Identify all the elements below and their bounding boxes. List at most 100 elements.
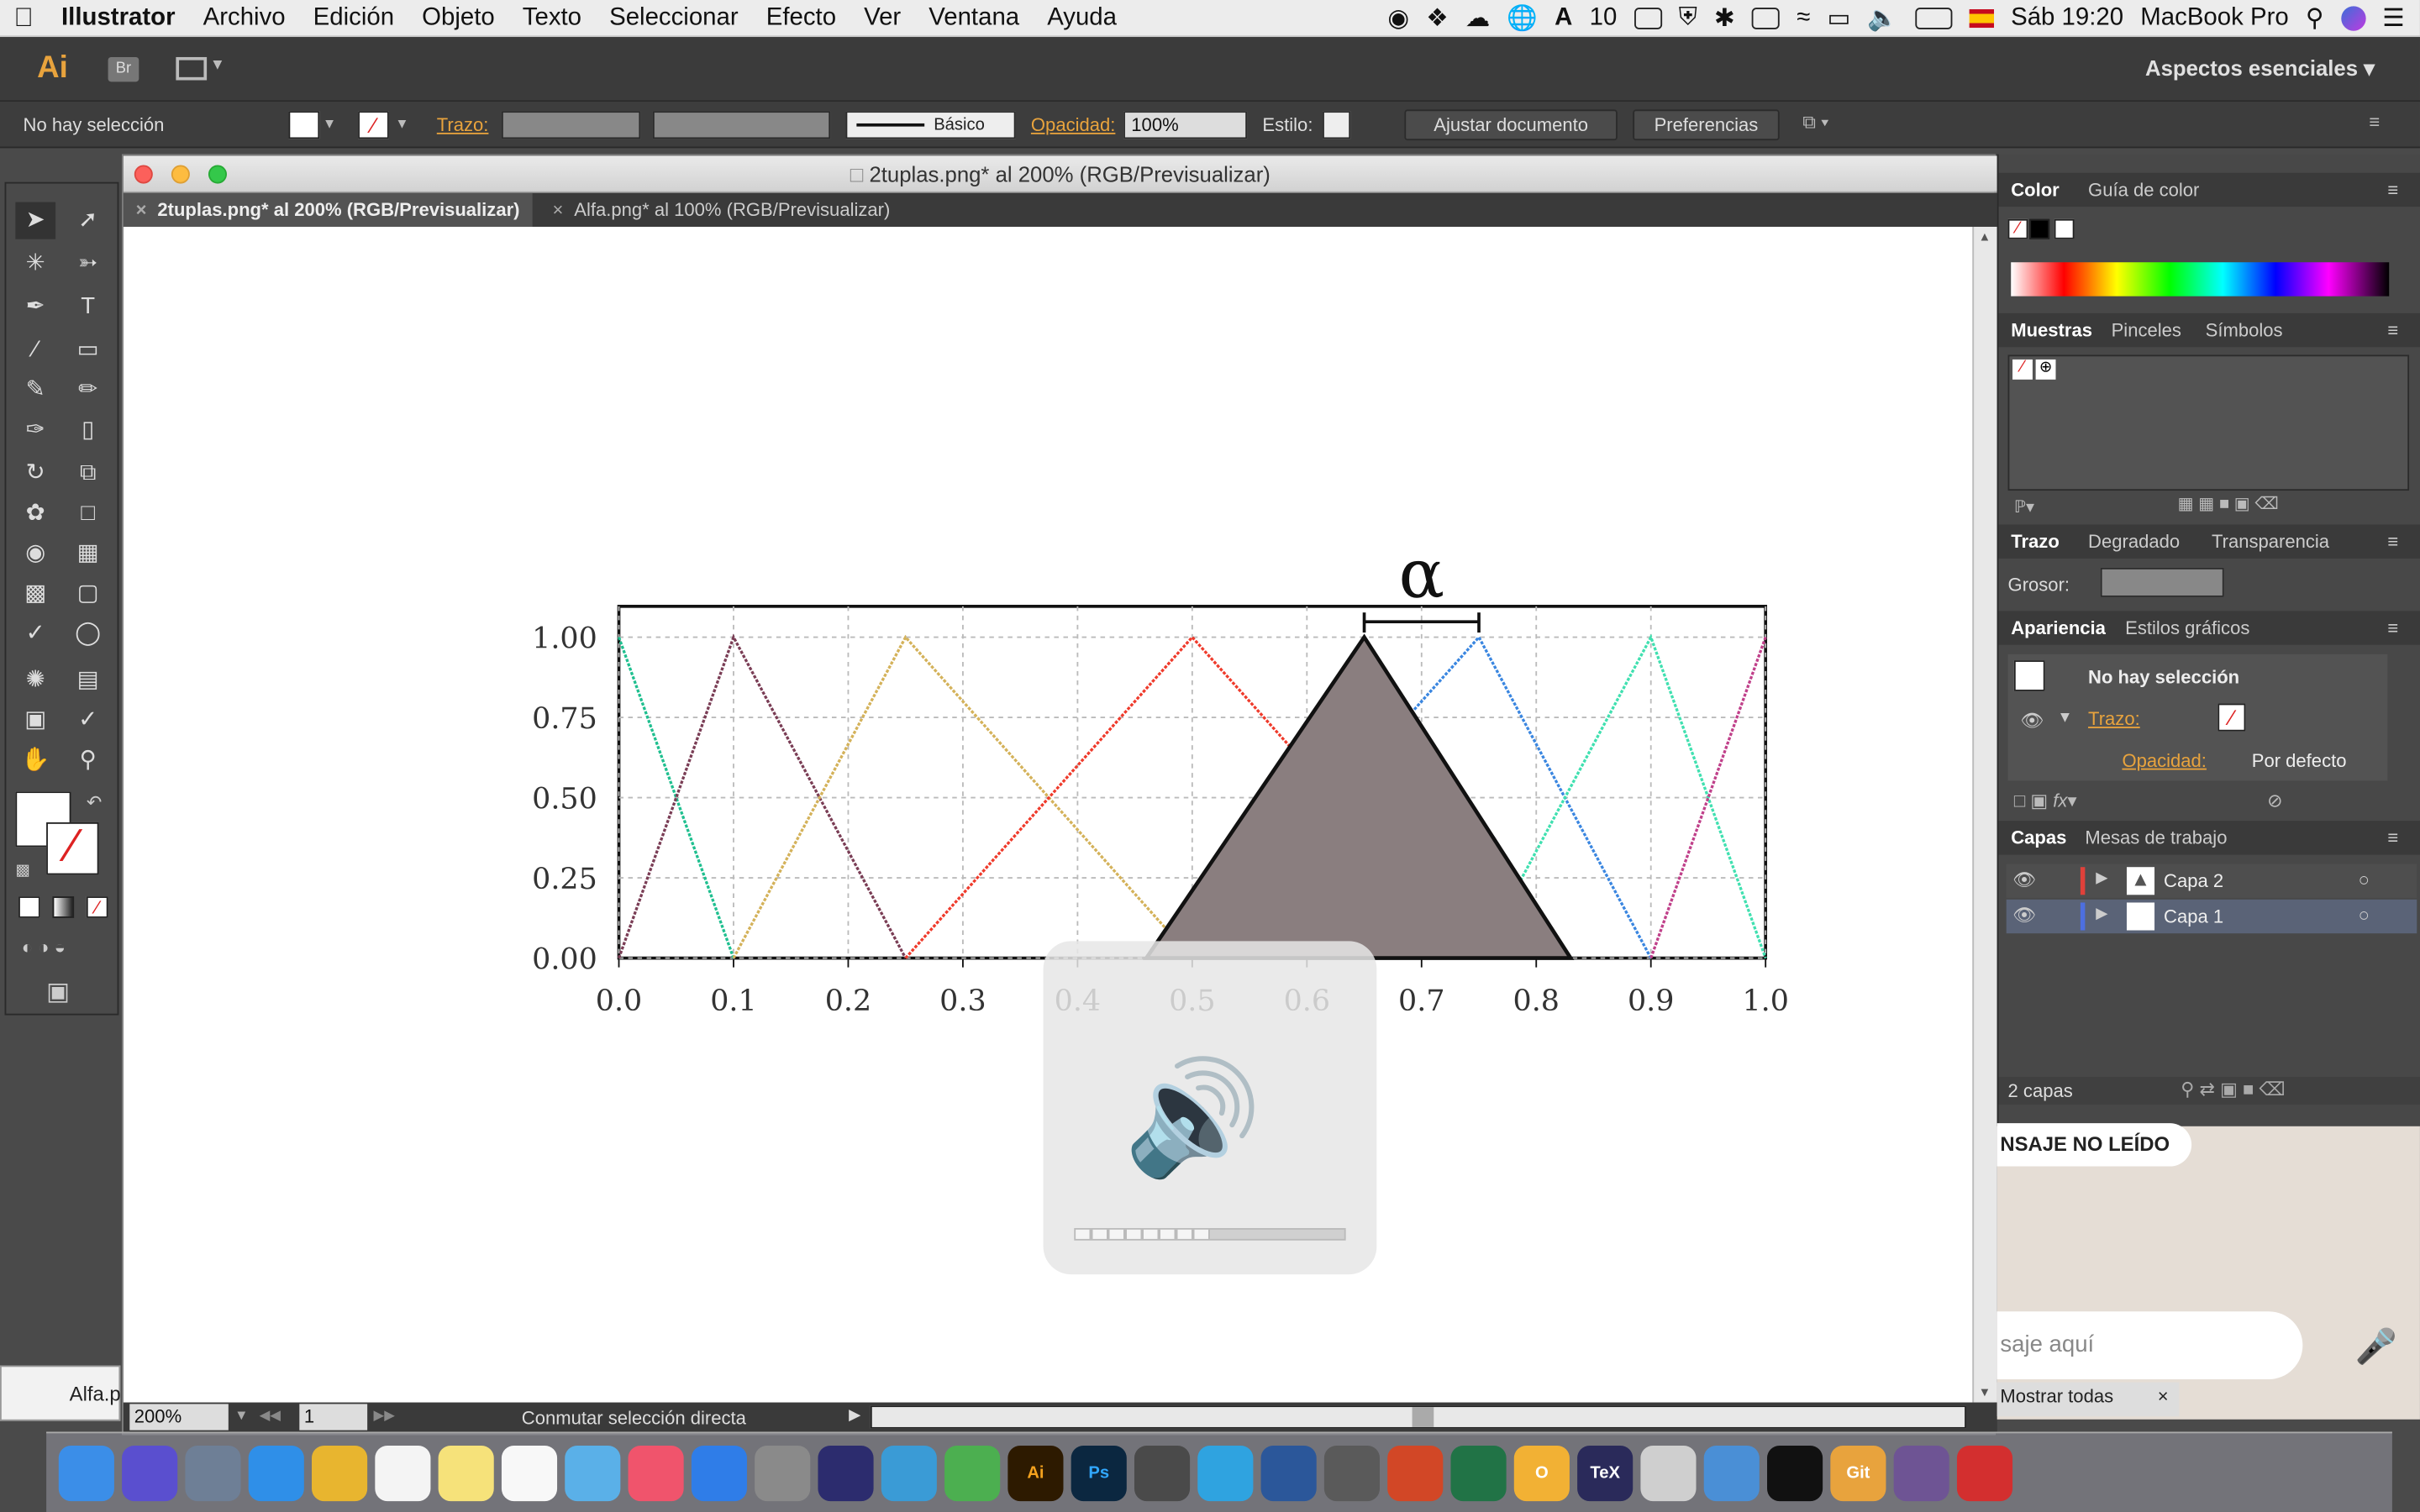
none-swatch[interactable]: ∕ bbox=[2007, 218, 2028, 239]
close-icon[interactable]: × bbox=[2157, 1385, 2169, 1408]
tab-alfa[interactable]: × Alfa.png* al 100% (RGB/Previsualizar) bbox=[540, 193, 911, 227]
dock-app-calendario[interactable] bbox=[375, 1445, 431, 1501]
apple-menu-icon[interactable]:  bbox=[0, 3, 47, 34]
blob-brush-tool-icon[interactable]: ✑ bbox=[25, 416, 45, 444]
shape-builder-tool-icon[interactable]: ◉ bbox=[25, 539, 46, 567]
zoom-tool-icon[interactable]: ⚲ bbox=[79, 746, 97, 774]
zoom-window-button[interactable] bbox=[208, 165, 227, 184]
last-page-icon[interactable]: ▶▶ bbox=[373, 1407, 395, 1423]
spotlight-search-icon[interactable]: ⚲ bbox=[2305, 5, 2324, 32]
binoculars-icon[interactable]: ⛨ bbox=[1678, 3, 1697, 30]
status-text[interactable]: Conmutar selección directa bbox=[521, 1407, 746, 1429]
chevron-down-icon[interactable]: ▼ bbox=[322, 115, 337, 132]
dock-app-launchpad[interactable] bbox=[185, 1445, 241, 1501]
swatch-actions-icons[interactable]: ▦ ▦ ■ ▣ ⌫ bbox=[2177, 495, 2280, 514]
layer-name[interactable]: Capa 2 bbox=[2164, 869, 2224, 892]
panel-menu-icon[interactable]: ≡ bbox=[2387, 530, 2399, 553]
menu-objeto[interactable]: Objeto bbox=[402, 3, 495, 30]
dock-app-latexit[interactable] bbox=[1640, 1445, 1697, 1501]
tab-color[interactable]: Color bbox=[2011, 179, 2060, 201]
panel-menu-icon[interactable]: ≡ bbox=[2387, 827, 2399, 849]
stroke-none-swatch[interactable]: ∕ bbox=[358, 111, 389, 139]
symbol-sprayer-tool-icon[interactable]: ✺ bbox=[25, 666, 45, 693]
close-window-button[interactable] bbox=[134, 165, 153, 184]
membership-functions-chart[interactable]: 0.00.10.20.30.40.50.60.70.80.91.00.000.2… bbox=[509, 524, 1806, 1033]
bluetooth-icon[interactable]: ✱ bbox=[1714, 5, 1735, 32]
drawing-modes-icon[interactable]: ◐ ◑ ◒ bbox=[21, 936, 66, 958]
tab-graphic-styles[interactable]: Estilos gráficos bbox=[2125, 617, 2250, 639]
expand-layer-icon[interactable]: ▶ bbox=[2096, 869, 2108, 888]
menu-ayuda[interactable]: Ayuda bbox=[1027, 3, 1117, 30]
dock-app-excel[interactable] bbox=[1450, 1445, 1507, 1501]
menu-ventana[interactable]: Ventana bbox=[908, 3, 1019, 30]
workspace-switcher[interactable]: Aspectos esenciales ▾ bbox=[2145, 55, 2375, 81]
dock-app-ps[interactable]: Ps bbox=[1071, 1445, 1127, 1501]
appearance-stroke-swatch[interactable]: ∕ bbox=[2217, 703, 2246, 732]
appearance-actions-icons[interactable]: □ ▣ fx▾ bbox=[2013, 790, 2077, 812]
gradient-tool-icon[interactable]: ▢ bbox=[76, 580, 99, 606]
dock-app-o[interactable]: O bbox=[1513, 1445, 1570, 1501]
stroke-label[interactable]: Trazo: bbox=[436, 113, 489, 136]
stroke-weight-dropdown[interactable] bbox=[501, 111, 641, 139]
expand-layer-icon[interactable]: ▶ bbox=[2096, 906, 2108, 923]
line-tool-icon[interactable]: ∕ bbox=[33, 336, 38, 363]
dock-app-contactos[interactable] bbox=[1703, 1445, 1760, 1501]
dock-app-github[interactable] bbox=[1893, 1445, 1949, 1501]
fit-document-button[interactable]: Ajustar documento bbox=[1404, 109, 1618, 141]
layer-row[interactable]: 👁 ▶ Capa 1 ○ bbox=[2006, 899, 2417, 934]
show-all-label[interactable]: Mostrar todas bbox=[2000, 1385, 2114, 1408]
graphic-style-swatch[interactable] bbox=[1323, 111, 1351, 139]
hand-tool-icon[interactable]: ✋ bbox=[21, 746, 50, 774]
type-tool-icon[interactable]: T bbox=[81, 292, 96, 320]
paintbrush-tool-icon[interactable]: ✎ bbox=[25, 376, 45, 403]
minimize-window-button[interactable] bbox=[171, 165, 190, 184]
dock-app-android-studio[interactable] bbox=[944, 1445, 1001, 1501]
wifi-icon[interactable]: ≈ bbox=[1797, 3, 1811, 30]
scale-tool-icon[interactable]: ⧉ bbox=[79, 459, 97, 486]
tab-appearance[interactable]: Apariencia bbox=[2011, 617, 2106, 639]
none-swatch[interactable]: ∕ bbox=[2012, 359, 2033, 380]
dock-app-tex[interactable]: TeX bbox=[1577, 1445, 1634, 1501]
blend-tool-icon[interactable]: ◯ bbox=[75, 620, 102, 647]
swatch-library-icon[interactable]: ℙ▾ bbox=[2013, 498, 2035, 517]
battery-icon[interactable] bbox=[1915, 7, 1953, 29]
tab-stroke[interactable]: Trazo bbox=[2011, 530, 2060, 553]
appearance-opacity-label[interactable]: Opacidad: bbox=[2122, 750, 2206, 772]
visibility-eye-icon[interactable]: 👁 bbox=[2020, 709, 2044, 732]
tab-swatches[interactable]: Muestras bbox=[2011, 319, 2092, 341]
vertical-scrollbar[interactable]: ▲ ▼ bbox=[1972, 226, 1997, 1403]
spain-flag-icon[interactable] bbox=[1969, 8, 1994, 28]
dock-app-telegram[interactable] bbox=[1197, 1445, 1254, 1501]
target-circle-icon[interactable]: ○ bbox=[2358, 869, 2370, 890]
chevron-down-icon[interactable]: ▼ bbox=[234, 1407, 249, 1423]
layers-actions-icons[interactable]: ⚲ ⇄ ▣ ■ ⌫ bbox=[2181, 1078, 2286, 1100]
clock[interactable]: Sáb 19:20 bbox=[2011, 3, 2124, 30]
clear-appearance-icon[interactable]: ⊘ bbox=[2267, 790, 2283, 812]
color-mode-icon[interactable] bbox=[18, 896, 40, 918]
dock-app-powerpoint[interactable] bbox=[1387, 1445, 1444, 1501]
registration-swatch[interactable]: ⊕ bbox=[2035, 359, 2056, 380]
appearance-stroke-label[interactable]: Trazo: bbox=[2088, 708, 2140, 730]
tab-gradient[interactable]: Degradado bbox=[2088, 530, 2181, 553]
layer-row[interactable]: 👁 ▶ ▲ Capa 2 ○ bbox=[2006, 864, 2417, 898]
default-colors-icon[interactable]: ▩ bbox=[15, 862, 30, 879]
world-icon[interactable]: 🌐 bbox=[1507, 5, 1538, 32]
slice-tool-icon[interactable]: ✓ bbox=[78, 706, 98, 733]
direct-selection-tool-icon[interactable]: ➚ bbox=[78, 207, 98, 234]
tab-artboards[interactable]: Mesas de trabajo bbox=[2085, 827, 2228, 849]
first-page-icon[interactable]: ◀◀ bbox=[259, 1407, 281, 1423]
dock-app-acrobat[interactable] bbox=[1956, 1445, 2013, 1501]
preferences-button[interactable]: Preferencias bbox=[1633, 109, 1780, 141]
disclosure-triangle-icon[interactable]: ▼ bbox=[2057, 709, 2073, 727]
layer-name[interactable]: Capa 1 bbox=[2164, 906, 2224, 927]
screen-mode-icon[interactable]: ▣ bbox=[46, 979, 70, 1006]
eyedropper-tool-icon[interactable]: ✓ bbox=[25, 620, 45, 647]
pencil-tool-icon[interactable]: ✏ bbox=[78, 376, 98, 403]
tab-color-guide[interactable]: Guía de color bbox=[2088, 179, 2200, 201]
visibility-eye-icon[interactable]: 👁 bbox=[2012, 904, 2037, 927]
chevron-down-icon[interactable]: ▼ bbox=[209, 56, 225, 75]
scroll-thumb[interactable] bbox=[1412, 1407, 1434, 1427]
chevron-down-icon[interactable]: ▼ bbox=[395, 115, 409, 132]
dock-app-git[interactable]: Git bbox=[1830, 1445, 1886, 1501]
target-circle-icon[interactable]: ○ bbox=[2358, 904, 2370, 927]
